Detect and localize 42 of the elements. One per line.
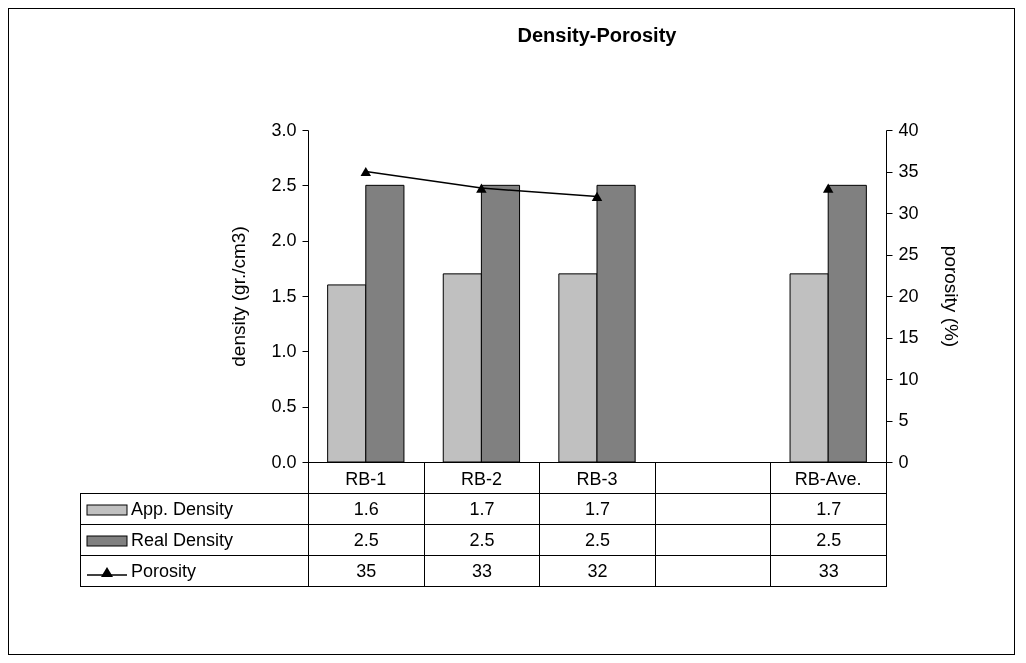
data-label: 1.7 xyxy=(424,493,540,525)
point xyxy=(591,191,603,201)
chart-title: Density-Porosity xyxy=(517,24,678,46)
legend-label: App. Density xyxy=(80,493,309,525)
legend-label: Real Density xyxy=(80,524,309,556)
x-tick-label: RB-Ave. xyxy=(794,468,862,489)
data-label: 32 xyxy=(539,555,656,587)
y2-axis-title: porosity (%) xyxy=(940,245,962,348)
x-tick-label: RB-3 xyxy=(576,468,618,489)
data-label: 2.5 xyxy=(308,524,425,556)
y-tick-label: 2.0 xyxy=(271,230,297,251)
y2-tick-label: 30 xyxy=(898,202,919,223)
y-tick-label: 1.5 xyxy=(271,285,297,306)
data-label: 2.5 xyxy=(424,524,540,556)
y2-tick-label: 15 xyxy=(898,327,919,347)
data-label: 2.5 xyxy=(770,524,887,556)
x-tick-label: RB-1 xyxy=(345,468,387,489)
y2-tick-label: 0 xyxy=(898,451,909,472)
y-tick-label: 2.5 xyxy=(271,174,297,195)
y2-tick-label: 35 xyxy=(898,161,919,181)
data-label: 1.7 xyxy=(770,493,887,525)
y-tick-label: 0.0 xyxy=(271,451,297,472)
y2-tick-label: 5 xyxy=(898,410,909,430)
y-tick-label: 1.0 xyxy=(271,340,297,361)
data-label: 2.5 xyxy=(539,524,656,556)
data-label: 35 xyxy=(308,555,425,587)
data-label: 1.7 xyxy=(539,493,656,525)
y2-tick-label: 25 xyxy=(898,244,919,264)
y2-tick-label: 20 xyxy=(898,285,919,306)
y2-tick-label: 10 xyxy=(898,368,919,389)
data-label: 33 xyxy=(424,555,540,587)
y-tick-label: 3.0 xyxy=(271,119,297,140)
point xyxy=(822,183,834,193)
x-tick-label: RB-2 xyxy=(460,468,502,489)
data-label: 33 xyxy=(770,555,887,587)
y-tick-label: 0.5 xyxy=(271,396,297,417)
data-label: 1.6 xyxy=(308,493,425,525)
y-axis-title: density (gr./cm3) xyxy=(228,226,250,367)
legend-label: Porosity xyxy=(80,555,309,587)
y2-tick-label: 40 xyxy=(898,119,919,140)
point xyxy=(476,183,487,193)
point xyxy=(360,166,372,177)
